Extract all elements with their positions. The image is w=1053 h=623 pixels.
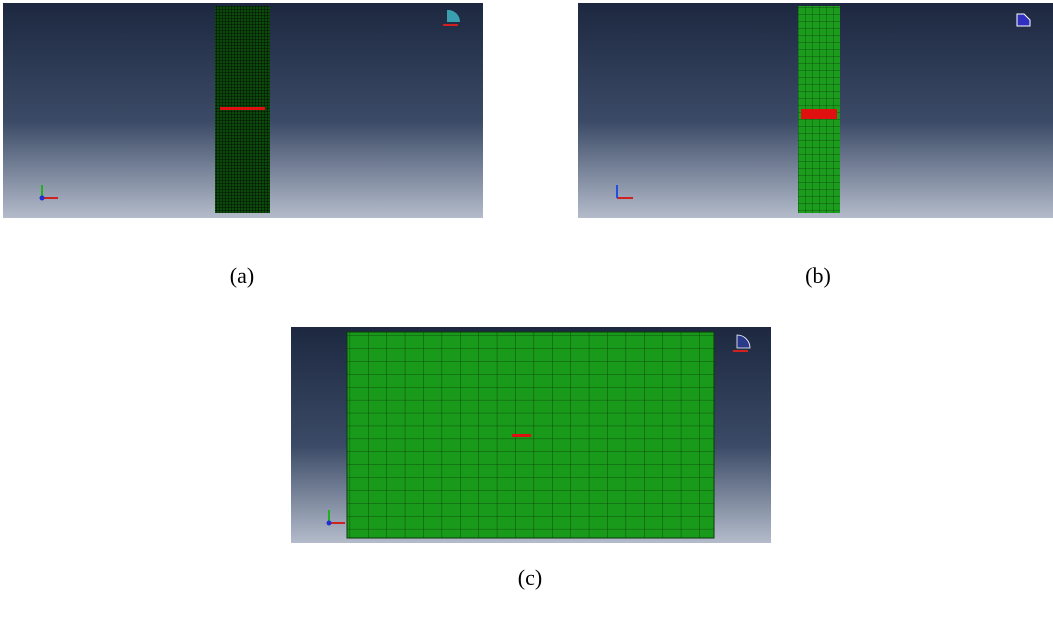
crack [220, 107, 265, 110]
caption: (c) [518, 565, 542, 590]
caption: (a) [230, 263, 254, 288]
panel-c [291, 327, 771, 543]
crack [801, 109, 837, 119]
figure: (a) (b) (c) [0, 0, 1053, 623]
panel-b [578, 3, 1053, 218]
panel-a [3, 3, 483, 218]
crack [512, 434, 531, 437]
caption: (b) [805, 263, 831, 288]
